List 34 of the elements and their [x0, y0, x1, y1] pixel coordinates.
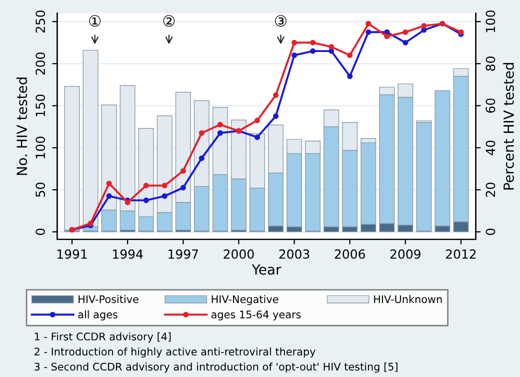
y-tick-label: 150	[36, 94, 46, 116]
y-tick-label: 200	[36, 52, 46, 75]
y2-tick-label: 0	[486, 228, 496, 235]
y-tick-label: 100	[36, 136, 46, 158]
x-tick-label: 1997	[168, 249, 198, 259]
x-tick-label: 1994	[113, 249, 143, 259]
y2-tick-label: 100	[486, 10, 496, 32]
annotation: ②	[163, 15, 175, 27]
y-axis-title: No. HIV tested	[16, 78, 28, 175]
legend-label: HIV-Unknown	[374, 295, 442, 304]
x-tick-label: 1991	[57, 249, 87, 259]
y2-axis-title: Percent HIV tested	[503, 62, 514, 190]
x-tick-label: 2003	[279, 249, 310, 259]
y-tick-label: 0	[36, 228, 46, 235]
legend-label: all ages	[78, 310, 118, 320]
legend-label: HIV-Positive	[78, 295, 138, 304]
y2-tick-label: 40	[486, 140, 496, 156]
x-tick-label: 2012	[446, 249, 476, 259]
x-tick-label: 2009	[390, 249, 420, 259]
annotation: ③	[275, 15, 286, 27]
y2-tick-label: 60	[486, 98, 496, 113]
text: 3 - Second CCDR advisory and introduction of 'opt-out' HIV testing [5]	[34, 362, 398, 373]
x-tick-label: 2006	[334, 249, 365, 259]
y2-tick-label: 80	[486, 56, 496, 71]
text: 1 - First CCDR advisory [4]	[34, 332, 171, 342]
y-tick-label: 50	[36, 182, 46, 197]
y-tick-label: 250	[36, 10, 46, 33]
x-tick-label: 2000	[224, 249, 254, 259]
text: 2 - Introduction of highly active anti-retroviral therapy	[34, 347, 316, 358]
x-axis-title: Year	[252, 264, 282, 275]
legend-label: HIV-Negative	[212, 295, 278, 306]
annotation: ①	[89, 15, 101, 27]
y2-tick-label: 20	[486, 182, 496, 197]
legend-label: ages 15-64 years	[211, 310, 301, 320]
